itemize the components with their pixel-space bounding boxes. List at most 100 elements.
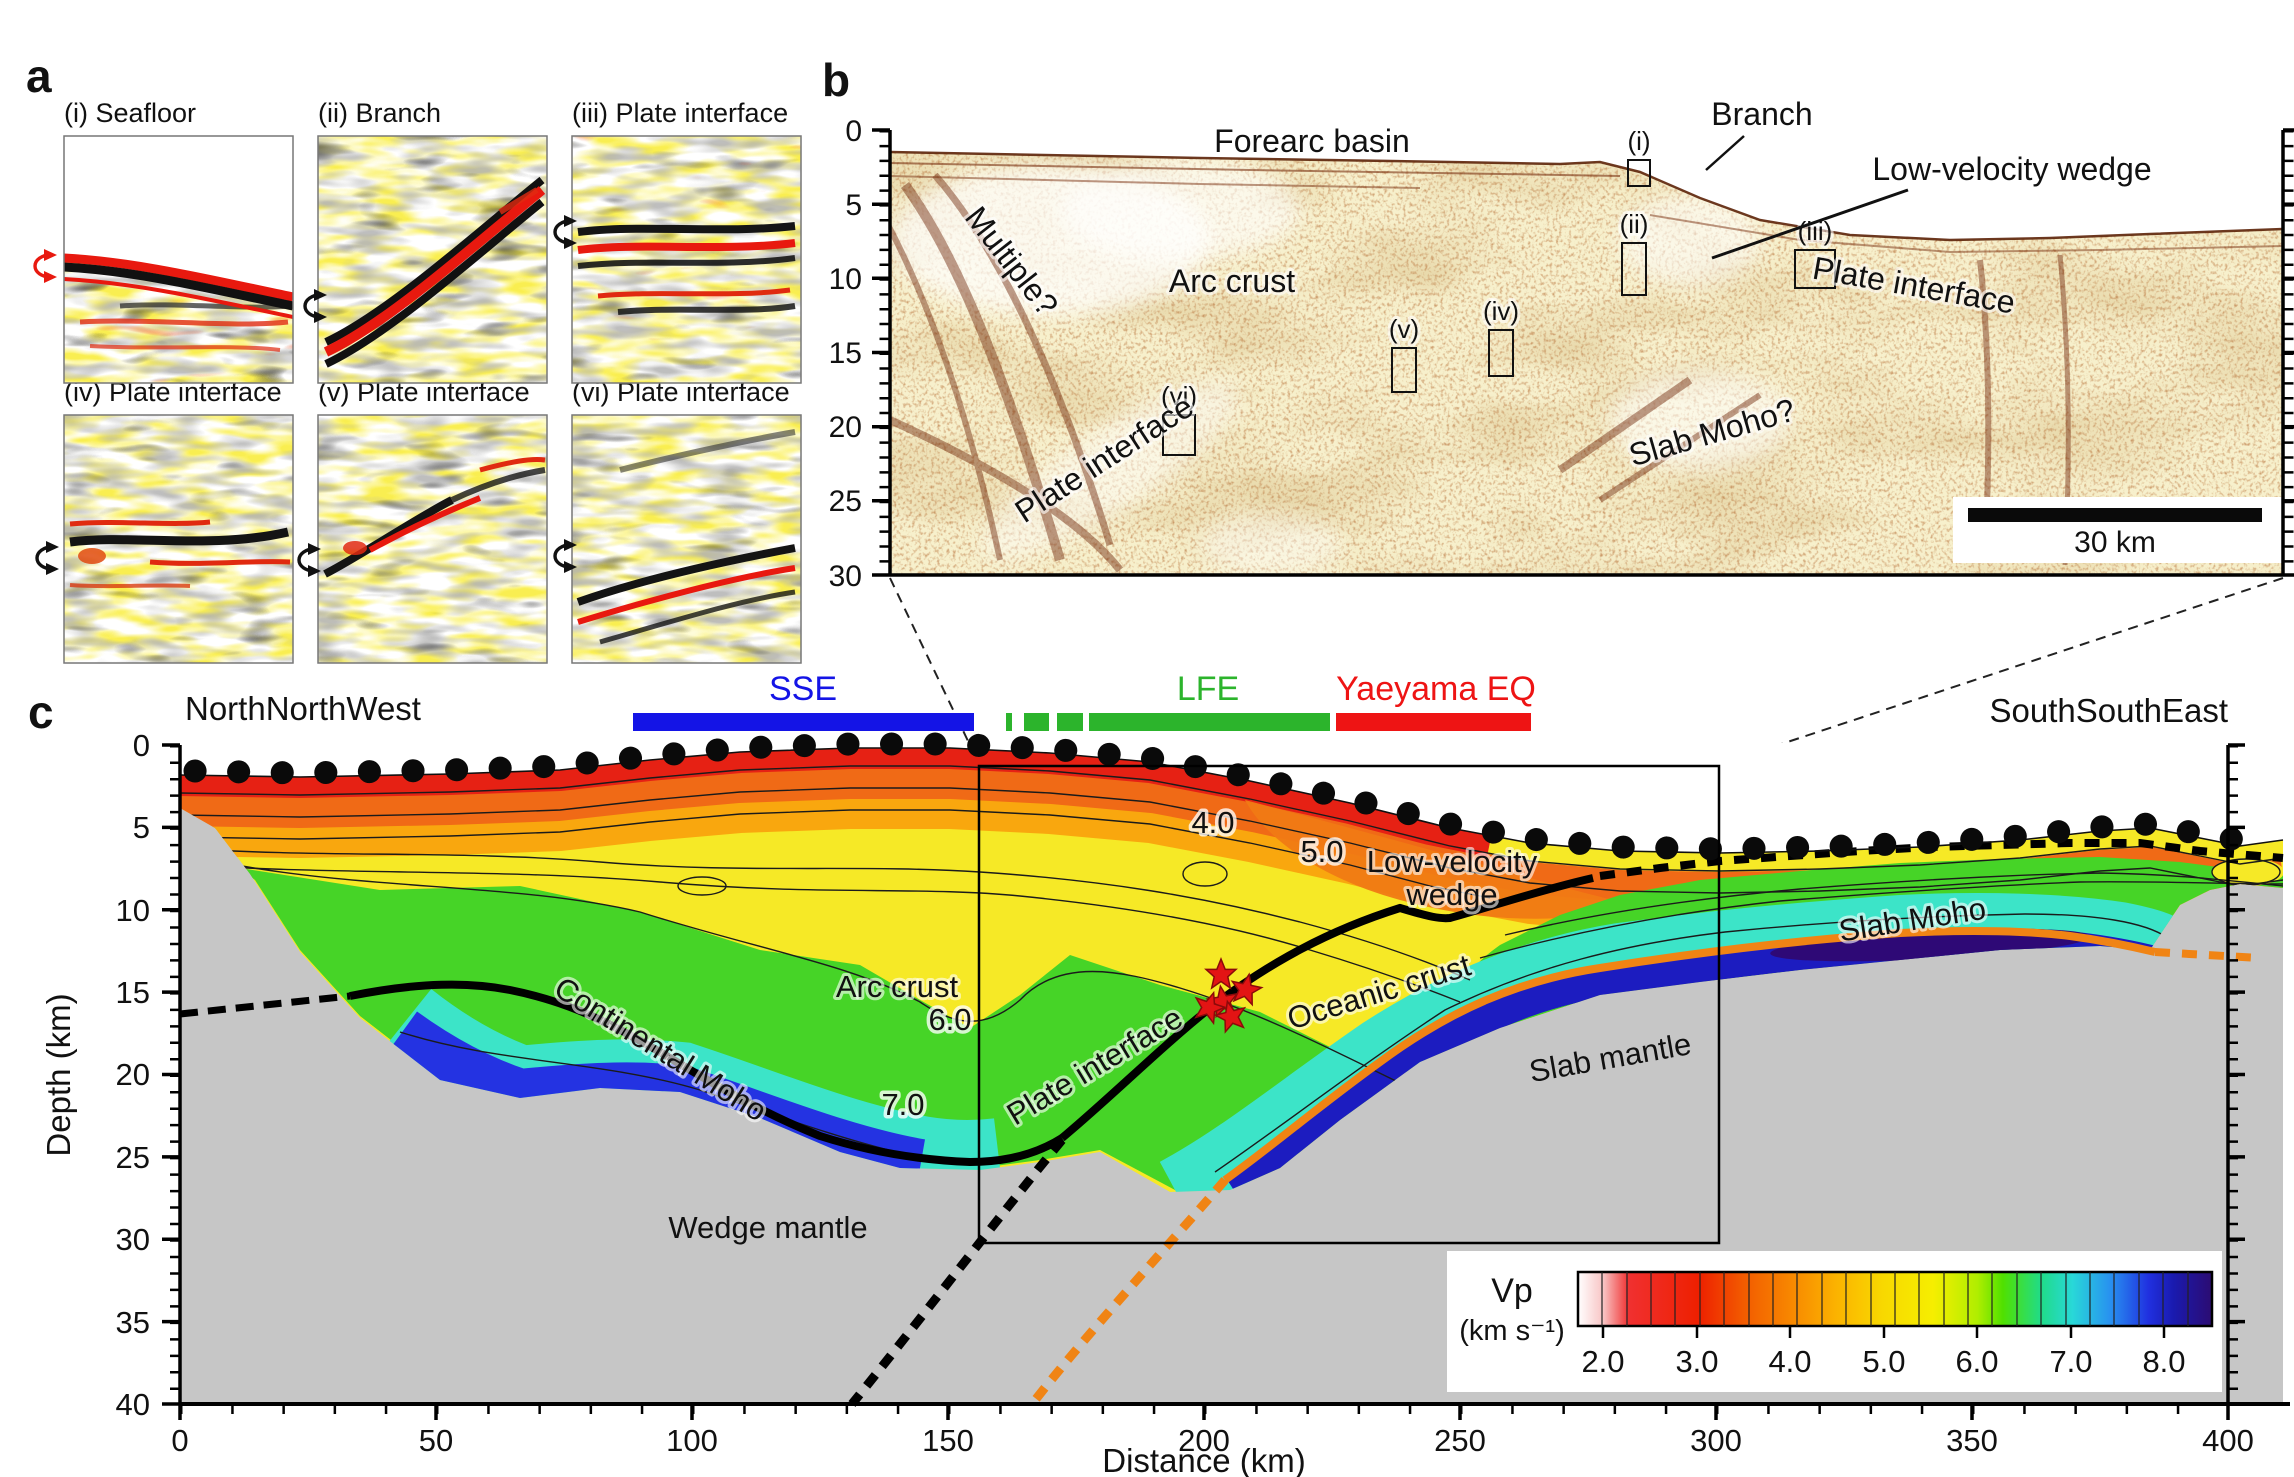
red-blob (343, 541, 367, 555)
c-bottom-major-ticks (178, 1404, 2230, 1420)
panel-c: c NorthNorthWest SouthSouthEast SSE LFE … (28, 670, 2290, 1477)
dark-reflector (599, 589, 796, 645)
sediment-line (890, 175, 1421, 189)
seafloor-pick-arrow-icon (33, 247, 59, 285)
b-ytick-25: 25 (829, 485, 862, 518)
wedge-mantle-label: Wedge mantle (668, 1210, 867, 1245)
dark-streaks (890, 172, 2071, 573)
panel-a: a (i) Seafloor (ii) Branch (iii) Plate i… (26, 50, 802, 664)
cb-tick-8: 8.0 (2142, 1344, 2185, 1379)
sky (180, 743, 2283, 853)
direction-left-label: NorthNorthWest (185, 690, 421, 727)
zoom-box-v (1391, 347, 1417, 393)
red-reflector (89, 344, 281, 352)
slab-moho-line (1222, 927, 2156, 1184)
dark-reflector (617, 303, 796, 315)
c-right-major-ticks (2228, 743, 2245, 1406)
low-velocity-wedge-label-b: Low-velocity wedge (1872, 151, 2151, 187)
colorbar-title: Vp (1491, 1272, 1533, 1310)
cb-tick-2: 2.0 (1581, 1344, 1624, 1379)
red-reflector (69, 519, 211, 527)
red-reflector (79, 318, 289, 327)
scale-bar-label: 30 km (2074, 526, 2156, 559)
low-velocity-wedge-pointer-line (1711, 188, 1909, 260)
contour-label-6: 6.0 (928, 1002, 971, 1037)
sediment-line (890, 162, 1621, 177)
pick-arrow-icon (35, 539, 61, 577)
slab-moho-dashed-deep (1028, 1177, 1229, 1407)
arc-crust-label-b: Arc crust (1169, 263, 1295, 299)
panel-b: b (i) (ii) (822, 54, 2294, 765)
zoom-box-i (1627, 159, 1651, 187)
zoom-tag-ii: (ii) (1620, 209, 1649, 239)
c-ytick-30: 30 (116, 1222, 150, 1257)
panel-b-label: b (822, 54, 850, 106)
snapshot-label-ii: (ii) Branch (318, 98, 441, 128)
b-ytick-10: 10 (829, 263, 862, 296)
zoom-tag-iii: (iii) (1798, 216, 1833, 246)
dark-reflector (619, 429, 796, 473)
branch-pointer-line (1705, 135, 1745, 171)
eq-extent-bar (1336, 713, 1531, 731)
zoom-tag-v: (v) (1389, 314, 1419, 344)
low-velocity-wedge-label-c2: wedge (1405, 877, 1497, 912)
snapshot-iii (572, 136, 801, 383)
contour-label-7: 7.0 (881, 1087, 924, 1122)
inset-box (977, 764, 1721, 1245)
zoom-box-iii (1794, 249, 1836, 289)
vp-dark-blue-core (1770, 928, 2090, 962)
zoom-box-iv (1488, 329, 1514, 377)
snapshot-frame (571, 414, 802, 664)
cb-tick-6: 6.0 (1955, 1344, 1998, 1379)
c-xaxis-title: Distance (km) (1102, 1442, 1306, 1477)
c-xtick-50: 50 (419, 1423, 453, 1458)
arc-crust-label-c: Arc crust (836, 969, 959, 1004)
c-yaxis-title: Depth (km) (40, 993, 77, 1156)
b-right-major-ticks (2283, 128, 2294, 577)
c-xtick-300: 300 (1690, 1423, 1742, 1458)
b-ytick-20: 20 (829, 411, 862, 444)
continental-moho-line (349, 980, 1065, 1167)
interface-black-band (69, 527, 290, 547)
slab-moho-dashed-right (2154, 948, 2261, 962)
c-ytick-40: 40 (116, 1387, 150, 1422)
red-reflector (597, 287, 791, 299)
c-xtick-200: 200 (1178, 1423, 1230, 1458)
snapshot-v (318, 415, 547, 663)
panel-c-label: c (28, 686, 54, 738)
b-left-major-ticks (872, 128, 890, 577)
red-reflector (577, 565, 796, 625)
cb-tick-7: 7.0 (2049, 1344, 2092, 1379)
lfe-extent-bar-seg (1057, 713, 1083, 731)
snapshot-frame (317, 414, 548, 664)
vp-cyan-band-slab (1159, 893, 2187, 1192)
snapshot-iv (64, 415, 293, 663)
c-ytick-25: 25 (116, 1140, 150, 1175)
interface-black-band (577, 255, 796, 269)
b-ytick-30: 30 (829, 560, 862, 593)
inset-connector-right (1720, 577, 2284, 765)
red-reflector (368, 495, 482, 553)
b-ytick-5: 5 (845, 189, 862, 222)
lfe-extent-bar-seg (1024, 713, 1049, 731)
zoom-box-ii (1621, 242, 1647, 296)
branch-label: Branch (1711, 96, 1812, 132)
b-ytick-0: 0 (845, 115, 862, 148)
interface-black-band (450, 467, 546, 503)
zoom-box-vi (1162, 414, 1196, 456)
colorbar-ticks (1601, 1326, 2166, 1338)
colorbar-units: (km s⁻¹) (1459, 1315, 1565, 1347)
snapshot-i (64, 136, 293, 383)
red-blob (78, 548, 106, 564)
yaeyama-eq-label: Yaeyama EQ (1336, 670, 1536, 708)
c-xtick-350: 350 (1946, 1423, 1998, 1458)
cb-tick-4: 4.0 (1768, 1344, 1811, 1379)
snapshot-label-i: (i) Seafloor (64, 98, 196, 128)
snapshot-frame (63, 135, 294, 384)
red-reflector (69, 583, 191, 589)
zoom-tag-vi: (vi) (1161, 381, 1197, 411)
noise-texture (318, 136, 547, 383)
noise-texture (318, 415, 547, 663)
c-xtick-150: 150 (922, 1423, 974, 1458)
